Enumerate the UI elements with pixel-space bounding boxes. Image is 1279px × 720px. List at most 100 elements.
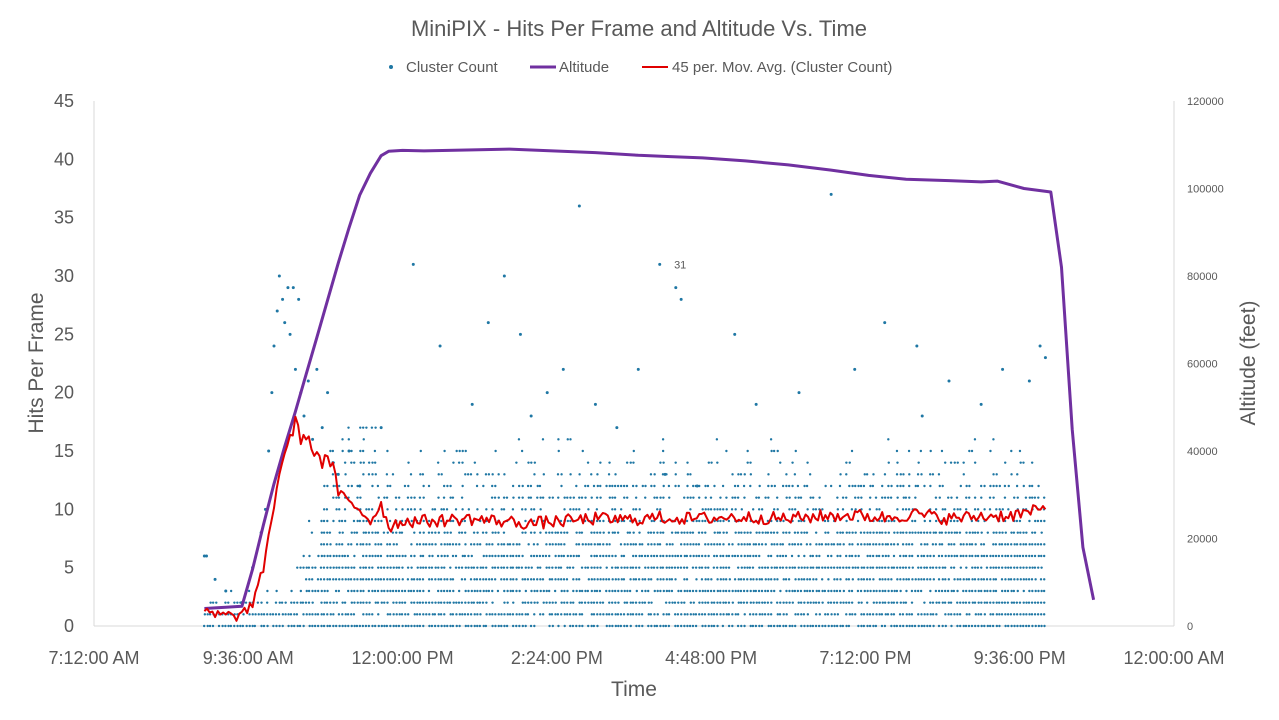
cluster-point (557, 554, 561, 558)
cluster-point (884, 543, 888, 546)
cluster-point (331, 449, 335, 453)
cluster-point (569, 519, 572, 523)
cluster-point (655, 554, 659, 558)
cluster-point (491, 543, 494, 546)
cluster-point (596, 624, 599, 628)
cluster-point (437, 496, 440, 499)
cluster-point (332, 554, 335, 558)
cluster-point (332, 613, 335, 616)
cluster-point (877, 554, 881, 558)
cluster-point (629, 543, 633, 546)
cluster-point (881, 578, 884, 581)
cluster-point (898, 613, 902, 616)
cluster-point (659, 589, 662, 593)
cluster-point (533, 461, 537, 464)
cluster-point (554, 578, 557, 581)
cluster-point (760, 543, 764, 546)
cluster-point (308, 578, 311, 581)
cluster-point (551, 496, 555, 499)
cluster-point (616, 566, 620, 569)
cluster-point (373, 624, 377, 628)
cluster-point (791, 461, 794, 464)
cluster-point (950, 589, 953, 593)
cluster-point (982, 578, 986, 581)
cluster-point (1040, 624, 1043, 628)
cluster-point (803, 484, 806, 488)
cluster-point (533, 473, 536, 476)
cluster-point (503, 473, 506, 476)
cluster-point (554, 566, 558, 569)
cluster-point (578, 624, 581, 628)
cluster-point (956, 624, 959, 628)
cluster-point (920, 473, 923, 476)
cluster-point (694, 624, 698, 628)
cluster-point (829, 601, 833, 604)
cluster-point (736, 613, 740, 616)
cluster-point (656, 566, 659, 569)
cluster-point (377, 578, 380, 581)
cluster-point (989, 566, 992, 569)
cluster-point (878, 543, 881, 546)
cluster-point (985, 554, 989, 558)
cluster-point (527, 566, 530, 569)
cluster-point (659, 624, 662, 628)
cluster-point (973, 601, 977, 604)
cluster-point (749, 531, 752, 534)
cluster-point (797, 496, 800, 499)
cluster-point (980, 601, 983, 604)
cluster-point (373, 589, 377, 593)
cluster-point (913, 519, 917, 523)
cluster-point (299, 601, 303, 604)
cluster-point (335, 508, 338, 511)
cluster-point (536, 484, 539, 488)
cluster-point (332, 624, 335, 628)
cluster-point (541, 438, 545, 441)
cluster-point (737, 473, 740, 476)
cluster-point (710, 461, 713, 464)
cluster-point (367, 531, 371, 534)
cluster-point (1036, 601, 1040, 604)
cluster-point (893, 531, 896, 534)
cluster-point (551, 624, 555, 628)
cluster-point (1013, 543, 1016, 546)
cluster-point (932, 531, 935, 534)
cluster-point (561, 367, 565, 371)
cluster-point (551, 543, 554, 546)
cluster-point (767, 554, 770, 558)
cluster-point (839, 624, 842, 628)
cluster-point (497, 531, 500, 534)
cluster-point (956, 461, 959, 464)
cluster-point (799, 601, 803, 604)
cluster-point (1006, 589, 1010, 593)
cluster-point (208, 613, 212, 616)
cluster-point (554, 554, 557, 558)
cluster-point (422, 566, 425, 569)
cluster-point (887, 461, 890, 464)
cluster-point (590, 554, 593, 558)
cluster-point (622, 613, 626, 616)
cluster-point (626, 531, 630, 534)
cluster-point (875, 531, 879, 534)
cluster-point (563, 543, 566, 546)
cluster-point (343, 519, 347, 523)
cluster-point (782, 624, 785, 628)
cluster-point (590, 566, 593, 569)
y-tick-label: 0 (64, 616, 74, 636)
x-tick-label: 7:12:00 AM (48, 648, 139, 668)
cluster-point (980, 589, 983, 593)
cluster-point (322, 531, 326, 534)
cluster-point (529, 496, 533, 499)
cluster-point (833, 589, 836, 593)
cluster-point (407, 624, 410, 628)
cluster-point (491, 566, 494, 569)
cluster-point (743, 554, 746, 558)
cluster-point (497, 473, 500, 476)
cluster-point (838, 543, 842, 546)
cluster-point (347, 484, 350, 488)
cluster-point (688, 624, 692, 628)
cluster-point (529, 624, 533, 628)
cluster-point (1025, 624, 1028, 628)
cluster-point (920, 613, 923, 616)
cluster-point (670, 589, 674, 593)
cluster-point (845, 531, 848, 534)
